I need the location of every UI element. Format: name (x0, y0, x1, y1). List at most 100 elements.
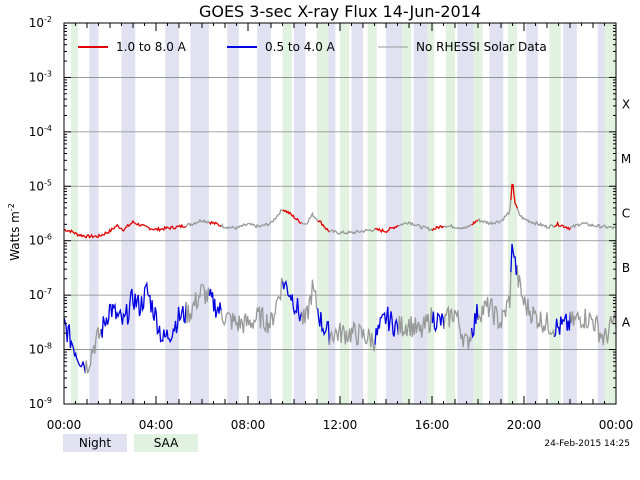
night-band (351, 23, 363, 404)
x-tick-label: 00:00 (47, 418, 82, 432)
series-no-rhessi-segment (220, 209, 284, 231)
x-tick-label: 08:00 (231, 418, 266, 432)
legend-label: 0.5 to 4.0 A (265, 40, 336, 54)
y-tick-label: 10-7 (29, 287, 52, 302)
series-no-rhessi-segment (185, 218, 210, 228)
night-band (413, 23, 428, 404)
series-1-8A-line (471, 219, 479, 226)
y-tick-label: 10-4 (29, 124, 52, 139)
series-1-8A-line (431, 224, 445, 232)
series-0.5-4A-line (510, 243, 518, 276)
series-no-rhessi-segment (569, 221, 617, 230)
series-0.5-4A-line (100, 281, 187, 344)
series-1-8A-line (317, 219, 330, 233)
saa-band (427, 23, 435, 404)
y-axis-label: Watts m-2 (7, 203, 22, 261)
y-tick-label: 10-6 (29, 233, 52, 248)
x-tick-label: 00:00 (599, 418, 634, 432)
y-tick-label: 10-3 (29, 69, 52, 84)
gridlines (64, 77, 616, 350)
legend-label: No RHESSI Solar Data (416, 40, 547, 54)
night-band (294, 23, 306, 404)
flare-class-label: M (621, 152, 631, 166)
y-tick-label: 10-8 (29, 342, 52, 357)
night-band (227, 23, 239, 404)
saa-band (317, 23, 329, 404)
series-0.5-4A-line (553, 311, 572, 338)
series-no-rhessi-segment (477, 272, 512, 330)
night-band (323, 23, 336, 404)
series-1-8A-line (510, 183, 518, 209)
x-tick-label: 04:00 (139, 418, 174, 432)
series-no-rhessi-segment (185, 283, 211, 324)
night-band (257, 23, 271, 404)
flare-class-label: B (622, 261, 630, 275)
series-no-rhessi-segment (301, 279, 318, 325)
bottom-legend-label: SAA (154, 436, 179, 450)
saa-band (604, 23, 616, 404)
y-tick-label: 10-2 (29, 15, 52, 30)
night-band (526, 23, 538, 404)
saa-band (340, 23, 350, 404)
series-lines (63, 183, 617, 374)
x-axis-ticks: 00:00 04:00 08:00 12:00 16:00 20:00 00:00 (47, 23, 634, 432)
series-no-rhessi-segment (516, 265, 556, 338)
timestamp: 24-Feb-2015 14:25 (544, 439, 630, 449)
series-no-rhessi-segment (328, 227, 376, 235)
bottom-legend: Night SAA (63, 434, 198, 452)
night-band (489, 23, 504, 404)
series-no-rhessi-segment (84, 327, 102, 374)
series-1-8A-line (374, 224, 399, 234)
x-tick-label: 12:00 (323, 418, 358, 432)
night-band (165, 23, 179, 404)
saa-band (282, 23, 292, 404)
bottom-legend-swatch (134, 434, 198, 452)
series-no-rhessi-segment (398, 221, 433, 232)
chart-title: GOES 3-sec X-ray Flux 14-Jun-2014 (199, 2, 481, 21)
night-band (563, 23, 577, 404)
series-no-rhessi-segment (301, 211, 319, 225)
x-tick-label: 20:00 (507, 418, 542, 432)
y-axis-ticks: 10-9 10-8 10-7 10-6 10-5 10-4 10-3 10-2 (29, 15, 616, 411)
night-saa-bands (70, 23, 616, 404)
saa-band (402, 23, 412, 404)
series-0.5-4A-line (374, 306, 400, 345)
bottom-legend-label: Night (79, 436, 112, 450)
series-no-rhessi-segment (516, 208, 555, 229)
series-1-8A-line (282, 209, 303, 224)
series-0.5-4A-line (63, 317, 86, 374)
series-no-rhessi-segment (443, 223, 472, 230)
flare-class-labels: A B C M X (621, 98, 631, 330)
series-no-rhessi-segment (328, 320, 376, 352)
night-band (89, 23, 99, 404)
series-0.5-4A-line (208, 288, 222, 318)
night-band (457, 23, 474, 404)
series-1-8A-line (64, 219, 187, 239)
bottom-legend-swatch (63, 434, 127, 452)
saa-band (549, 23, 561, 404)
night-band (386, 23, 403, 404)
series-no-rhessi-segment (220, 277, 284, 334)
night-band (121, 23, 136, 404)
y-tick-label: 10-5 (29, 178, 52, 193)
series-0.5-4A-line (282, 280, 303, 322)
y-tick-label: 10-9 (29, 396, 52, 411)
series-0.5-4A-line (431, 311, 445, 333)
flare-class-label: C (622, 207, 630, 221)
series-no-rhessi-segment (443, 305, 473, 350)
saa-band (473, 23, 483, 404)
series-no-rhessi-segment (397, 307, 434, 338)
series-1-8A-line (208, 220, 222, 228)
legend: 1.0 to 8.0 A 0.5 to 4.0 A No RHESSI Solar … (78, 40, 547, 54)
series-0.5-4A-line (470, 304, 479, 339)
series-0.5-4A-line (317, 308, 331, 346)
series-no-rhessi-segment (569, 308, 617, 346)
flare-class-label: A (622, 315, 631, 329)
flare-class-label: X (622, 98, 630, 112)
series-no-rhessi-segment (477, 199, 512, 226)
saa-band (367, 23, 377, 404)
saa-band (507, 23, 518, 404)
saa-band (445, 23, 455, 404)
legend-label: 1.0 to 8.0 A (116, 40, 187, 54)
